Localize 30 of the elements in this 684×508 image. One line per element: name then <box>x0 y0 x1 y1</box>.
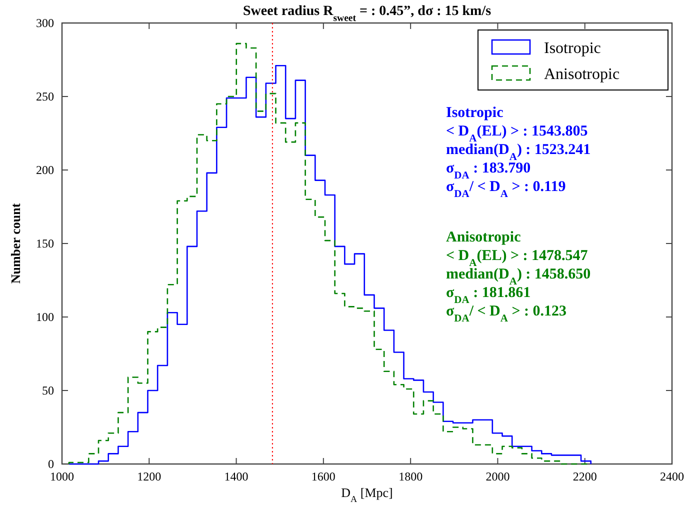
y-tick-label: 300 <box>36 16 54 30</box>
x-tick-label: 1000 <box>50 470 74 484</box>
x-tick-label: 1600 <box>311 470 336 484</box>
annotation: < D$_{A}$(EL) > : 1478.547 <box>446 248 588 268</box>
legend-label: Isotropic <box>544 40 601 57</box>
y-axis-title: Number count <box>8 202 23 284</box>
chart-title: Sweet radius R$_{sweet}$ = : 0.45”, dσ : 15 km/s <box>242 4 492 24</box>
x-tick-label: 2400 <box>660 470 684 484</box>
x-axis-title: D$_{A}$ [Mpc] <box>341 485 393 504</box>
annotation: σ$_{DA}$ : 183.790 <box>446 160 531 181</box>
annotation: median(D$_{A}$) : 1523.241 <box>446 142 591 162</box>
annotation: Isotropic <box>446 105 504 121</box>
annotation: < D$_{A}$(EL) > : 1543.805 <box>446 124 588 144</box>
y-tick-label: 50 <box>42 383 54 398</box>
annotation: σ$_{DA}$ : 181.861 <box>446 285 531 306</box>
x-tick-label: 1200 <box>137 470 162 484</box>
annotation: median(D$_{A}$) : 1458.650 <box>446 266 591 287</box>
annotation: σ$_{DA}$/ < D$_{A}$ > : 0.119 <box>446 179 566 200</box>
legend-label: Anisotropic <box>544 66 620 83</box>
y-tick-label: 0 <box>48 456 54 471</box>
annotation: Anisotropic <box>446 230 522 246</box>
annotation: σ$_{DA}$/ < D$_{A}$ > : 0.123 <box>446 304 567 324</box>
y-tick-label: 200 <box>36 162 54 177</box>
y-tick-label: 100 <box>36 310 54 324</box>
x-tick-label: 2000 <box>486 470 510 484</box>
x-tick-label: 2200 <box>572 470 597 484</box>
x-tick-label: 1800 <box>398 470 423 484</box>
x-tick-label: 1400 <box>224 470 248 484</box>
y-tick-label: 150 <box>36 236 54 250</box>
y-tick-label: 250 <box>36 89 54 104</box>
